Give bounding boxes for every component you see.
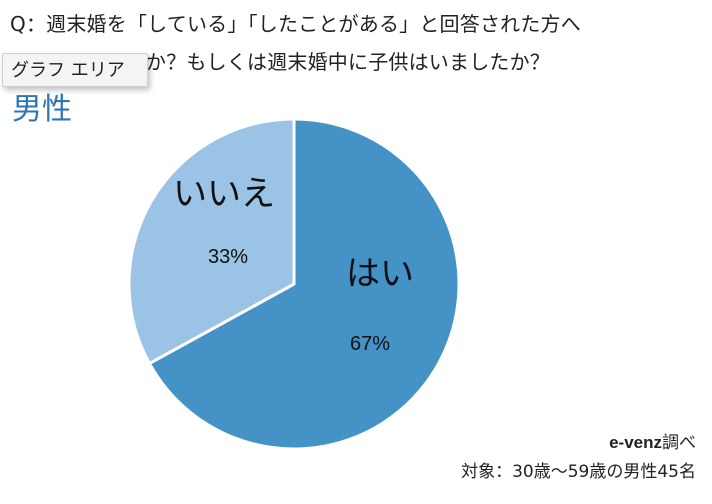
question-line-1: Q：週末婚を「している」「したことがある」と回答された方へ [10, 12, 581, 36]
slice-value-no: 33% [208, 246, 248, 268]
chart-title: 男性 [12, 92, 72, 127]
footnote: 対象：30歳～59歳の男性45名 [461, 462, 696, 482]
pie-slice-no[interactable] [127, 117, 296, 366]
chart-area-tooltip: グラフ エリア [2, 53, 148, 87]
question-line-2: か？もしくは週末婚中に子供はいましたか？ [10, 50, 550, 74]
slice-label-yes: はい [346, 254, 414, 294]
pie-slice-yes[interactable] [147, 117, 461, 451]
source-suffix: 調べ [662, 433, 696, 453]
question-line-2-text: か？もしくは週末婚中に子供はいましたか？ [146, 50, 550, 74]
source-brand: e-venz [609, 433, 662, 452]
source-credit: e-venz調べ [609, 432, 696, 454]
slice-value-yes: 67% [350, 333, 390, 355]
slice-label-no: いいえ [173, 174, 275, 214]
